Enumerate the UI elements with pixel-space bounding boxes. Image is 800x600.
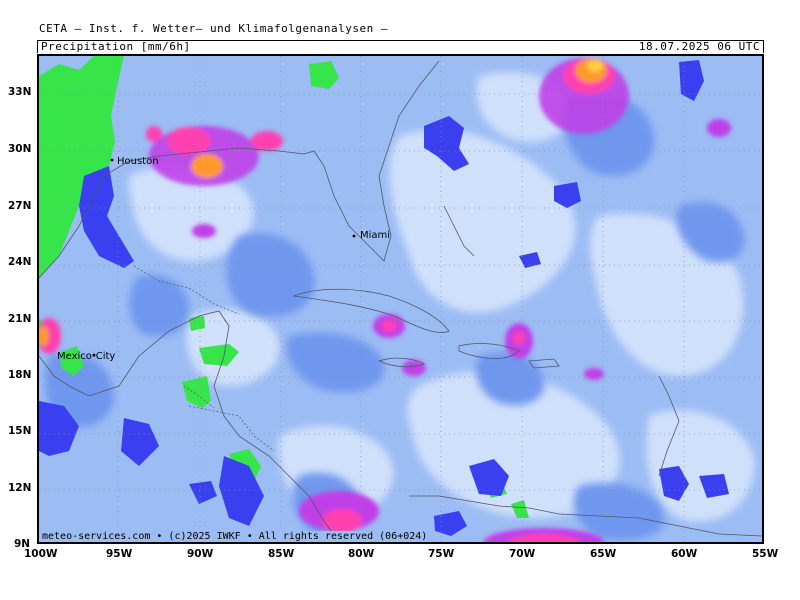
chart-title: CETA – Inst. f. Wetter– und Klimafolgena… [39,22,389,35]
city-markers [92,158,356,357]
mexico-city-marker [92,353,96,357]
lon-label-100w: 100W [24,548,58,560]
parameter-label: Precipitation [mm/6h] [41,40,191,53]
deep-blue-areas [39,60,729,536]
copyright-credit: meteo-services.com • (c)2025 IWKF • All … [40,531,430,542]
map-header-bar: Precipitation [mm/6h] 18.07.2025 06 UTC [37,40,764,53]
borders [133,265,275,452]
lat-label-9n: 9N [14,538,31,550]
coastlines [39,60,762,542]
city-label-houston: Houston [117,156,159,167]
lat-label-15n: 15N [8,425,32,437]
precipitation-map[interactable]: Houston Miami Mexico-City [37,54,764,544]
lat-label-30n: 30N [8,143,32,155]
lon-label-65w: 65W [590,548,617,560]
lat-label-24n: 24N [8,256,32,268]
map-canvas: Houston Miami Mexico-City [39,56,762,542]
lat-label-18n: 18N [8,369,32,381]
lat-label-33n: 33N [8,86,32,98]
city-labels: Houston Miami Mexico-City [57,156,390,362]
city-label-mexico-city: Mexico-City [57,351,115,362]
lat-label-12n: 12N [8,482,32,494]
valid-time-label: 18.07.2025 06 UTC [638,40,760,53]
lat-label-21n: 21N [8,313,32,325]
lon-label-60w: 60W [671,548,698,560]
lon-label-90w: 90W [187,548,214,560]
lon-label-75w: 75W [428,548,455,560]
miami-marker [352,234,356,238]
lon-label-85w: 85W [268,548,295,560]
grid-lines [39,56,762,542]
lat-label-27n: 27N [8,200,32,212]
lon-label-55w: 55W [752,548,779,560]
city-label-miami: Miami [360,230,390,241]
lon-label-80w: 80W [348,548,375,560]
lon-label-70w: 70W [509,548,536,560]
lon-label-95w: 95W [106,548,133,560]
houston-marker [110,158,114,162]
